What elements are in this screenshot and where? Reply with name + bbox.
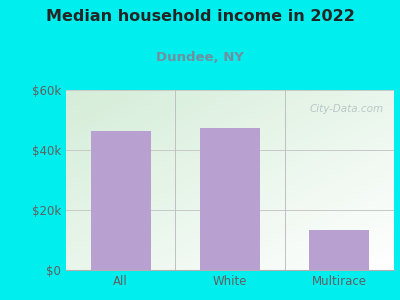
- Bar: [200, 128, 260, 270]
- Text: Dundee, NY: Dundee, NY: [156, 51, 244, 64]
- Bar: [309, 230, 370, 270]
- Text: City-Data.com: City-Data.com: [310, 104, 384, 114]
- Bar: [90, 130, 151, 270]
- Text: Median household income in 2022: Median household income in 2022: [46, 9, 354, 24]
